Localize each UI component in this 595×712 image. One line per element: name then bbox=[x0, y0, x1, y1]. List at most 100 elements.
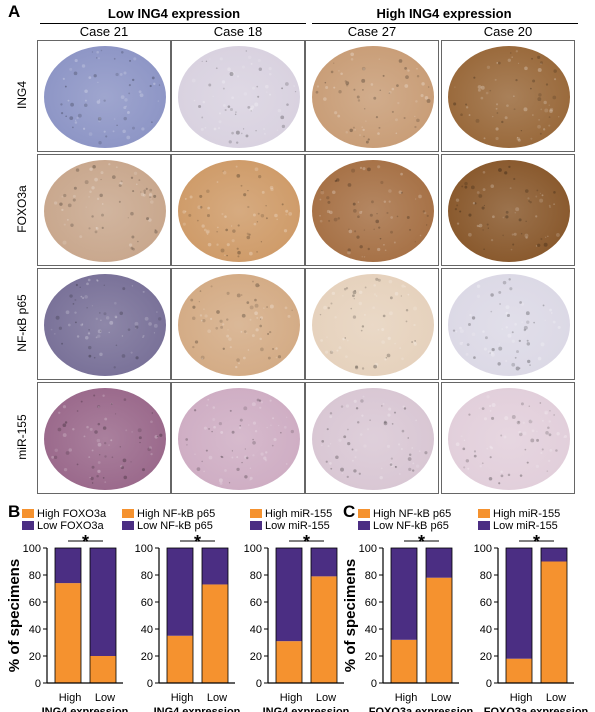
tissue-texture bbox=[62, 77, 65, 80]
tissue-texture bbox=[379, 89, 382, 92]
tissue-texture bbox=[563, 436, 565, 438]
tissue-core-image bbox=[441, 382, 575, 494]
tissue-texture bbox=[323, 97, 327, 101]
legend-swatch bbox=[358, 509, 370, 518]
tissue-texture bbox=[383, 421, 388, 426]
tissue-texture bbox=[319, 313, 322, 316]
tissue-texture bbox=[81, 323, 84, 325]
tissue-texture bbox=[490, 352, 495, 357]
tissue-texture bbox=[511, 233, 514, 236]
tissue-texture bbox=[523, 328, 527, 332]
tissue-texture bbox=[291, 309, 293, 311]
bar-high bbox=[391, 639, 417, 683]
tissue-texture bbox=[327, 445, 330, 448]
tissue-texture bbox=[476, 224, 480, 228]
tissue-core-image bbox=[441, 268, 575, 380]
tissue-texture bbox=[97, 57, 100, 60]
tissue-texture bbox=[377, 278, 381, 282]
tissue-texture bbox=[388, 407, 392, 411]
tissue-texture bbox=[205, 230, 210, 234]
tissue-texture bbox=[346, 475, 349, 478]
tissue-texture bbox=[542, 128, 546, 131]
tissue-core-image bbox=[37, 40, 171, 152]
tissue-texture bbox=[411, 447, 414, 449]
tissue-texture bbox=[379, 475, 383, 480]
tissue-texture bbox=[536, 430, 538, 433]
tissue-texture bbox=[515, 207, 520, 212]
significance-star: * bbox=[194, 532, 201, 552]
tissue-texture bbox=[213, 127, 217, 131]
tissue-texture bbox=[232, 229, 236, 233]
tissue-texture bbox=[211, 430, 213, 433]
tissue-core bbox=[44, 46, 166, 148]
tissue-core bbox=[178, 46, 300, 148]
tissue-texture bbox=[345, 355, 348, 359]
tissue-texture bbox=[461, 341, 464, 344]
tissue-texture bbox=[137, 428, 142, 433]
tissue-texture bbox=[243, 406, 248, 411]
tissue-texture bbox=[377, 132, 380, 135]
tissue-texture bbox=[149, 84, 152, 88]
tissue-texture bbox=[364, 286, 367, 289]
tissue-texture bbox=[321, 189, 323, 192]
tissue-texture bbox=[285, 209, 289, 213]
tissue-texture bbox=[351, 168, 356, 173]
tissue-texture bbox=[54, 333, 56, 335]
tissue-texture bbox=[75, 168, 80, 172]
tissue-texture bbox=[357, 201, 360, 203]
tissue-texture bbox=[245, 50, 248, 52]
tissue-texture bbox=[490, 238, 494, 242]
y-tick-label: 20 bbox=[365, 651, 377, 663]
tissue-texture bbox=[478, 194, 483, 198]
tissue-texture bbox=[535, 215, 538, 218]
tissue-texture bbox=[461, 185, 464, 188]
tissue-texture bbox=[128, 92, 131, 95]
tissue-texture bbox=[468, 213, 472, 217]
y-tick-label: 100 bbox=[244, 543, 262, 555]
tissue-texture bbox=[469, 313, 472, 317]
tissue-texture bbox=[145, 187, 148, 190]
tissue-texture bbox=[216, 181, 219, 183]
tissue-texture bbox=[208, 455, 213, 460]
tissue-texture bbox=[72, 194, 76, 198]
tissue-texture bbox=[359, 210, 363, 215]
tissue-texture bbox=[263, 132, 266, 135]
tissue-texture bbox=[240, 184, 243, 187]
tissue-texture bbox=[355, 365, 359, 369]
tissue-texture bbox=[388, 279, 393, 284]
tissue-texture bbox=[530, 438, 535, 443]
tissue-texture bbox=[285, 416, 288, 419]
tissue-texture bbox=[220, 325, 224, 329]
x-tick-label: High bbox=[280, 692, 303, 704]
tissue-texture bbox=[510, 52, 512, 54]
tissue-texture bbox=[504, 416, 509, 421]
tissue-texture bbox=[508, 165, 511, 169]
tissue-texture bbox=[84, 335, 89, 340]
tissue-texture bbox=[387, 336, 391, 340]
y-tick-label: 40 bbox=[250, 624, 262, 636]
tissue-texture bbox=[97, 117, 102, 121]
tissue-texture bbox=[388, 92, 391, 94]
tissue-texture bbox=[367, 138, 370, 141]
tissue-texture bbox=[327, 306, 330, 310]
significance-star: * bbox=[303, 532, 310, 552]
tissue-texture bbox=[517, 62, 520, 64]
tissue-texture bbox=[276, 218, 278, 221]
tissue-core bbox=[44, 388, 166, 490]
tissue-texture bbox=[383, 200, 387, 204]
tissue-texture bbox=[61, 208, 64, 212]
tissue-core-image bbox=[37, 382, 171, 494]
bar-high bbox=[167, 635, 193, 683]
tissue-texture bbox=[426, 99, 431, 103]
tissue-texture bbox=[254, 102, 259, 107]
tissue-texture bbox=[350, 52, 355, 57]
tissue-texture bbox=[455, 330, 458, 333]
tissue-texture bbox=[131, 431, 133, 433]
tissue-texture bbox=[120, 465, 123, 468]
tissue-texture bbox=[407, 293, 410, 296]
tissue-texture bbox=[502, 216, 505, 219]
tissue-texture bbox=[459, 210, 462, 213]
tissue-texture bbox=[407, 437, 410, 439]
tissue-texture bbox=[268, 72, 272, 76]
